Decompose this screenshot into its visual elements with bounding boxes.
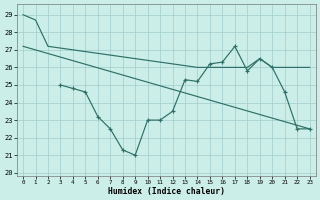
X-axis label: Humidex (Indice chaleur): Humidex (Indice chaleur) — [108, 187, 225, 196]
